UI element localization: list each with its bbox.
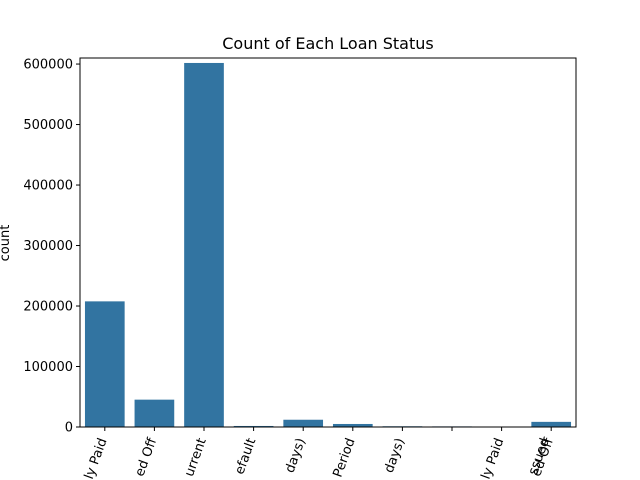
chart-title: Count of Each Loan Status (222, 34, 433, 53)
x-tick-label: ly Paid (82, 436, 111, 480)
y-tick-label: 0 (65, 421, 73, 436)
plot-frame (79, 57, 577, 428)
bar (531, 421, 572, 427)
x-tick-label: Period (331, 436, 359, 479)
x-tick-label: efault (232, 436, 259, 476)
x-tick-label: days) (283, 436, 309, 475)
y-tick-label: 400000 (23, 179, 73, 194)
bar (332, 423, 373, 427)
y-tick-label: 500000 (23, 118, 73, 133)
x-tick-label: urrent (182, 436, 210, 478)
bars (84, 62, 572, 428)
y-tick-label: 300000 (23, 239, 73, 254)
x-tick-label: ly Paid (479, 436, 508, 480)
y-axis-label: count (0, 225, 13, 262)
y-tick-label: 200000 (23, 300, 73, 315)
x-tick-label: days) (382, 436, 408, 475)
bar (233, 425, 274, 427)
y-tick-label: 100000 (23, 360, 73, 375)
bar (283, 419, 324, 427)
y-axis: 0 100000 200000 300000 400000 500000 600000 (23, 58, 80, 436)
bar (134, 399, 175, 427)
x-tick-label: ed Off (133, 435, 161, 478)
y-tick-label: 600000 (23, 58, 73, 73)
bar (184, 62, 224, 427)
bar (84, 301, 125, 427)
x-axis: ly Paid ed Off urrent efault days) Period days… (82, 427, 557, 480)
